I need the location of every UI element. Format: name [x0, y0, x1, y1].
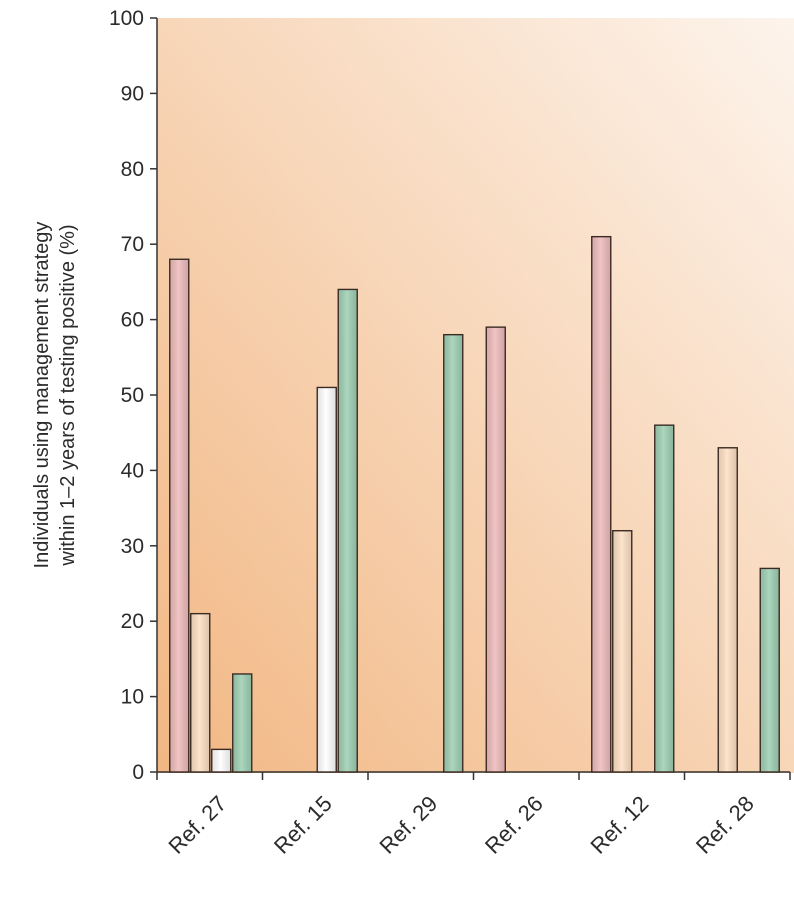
- x-tick-label: Ref. 15: [269, 791, 337, 859]
- x-tick-label: Ref. 26: [480, 791, 548, 859]
- bar-shading: [613, 531, 632, 772]
- bar-shading: [592, 237, 611, 772]
- plot-background: [157, 18, 794, 773]
- y-tick-label: 0: [132, 761, 144, 784]
- bar-shading: [191, 614, 210, 772]
- y-tick-label: 40: [121, 459, 144, 482]
- x-axis: [156, 771, 791, 780]
- y-axis: 0 10 20 30 40 50 60 70 80 90 100: [109, 7, 158, 784]
- bar-shading: [486, 327, 505, 772]
- x-tick-label: Ref. 27: [163, 791, 231, 859]
- y-axis-title-line: Individuals using management strategy: [31, 222, 53, 569]
- x-tick-label: Ref. 12: [585, 791, 653, 859]
- bar-shading: [233, 674, 252, 772]
- x-tick-labels: Ref. 27 Ref. 15 Ref. 29 Ref. 26 Ref. 12 Ref. …: [163, 791, 758, 859]
- bar-shading: [444, 335, 463, 772]
- y-axis-title-line: within 1–2 years of testing positive (%): [57, 224, 79, 566]
- y-tick-label: 80: [121, 158, 144, 181]
- y-tick-label: 60: [121, 309, 144, 332]
- x-tick-label: Ref. 28: [691, 791, 759, 859]
- y-tick-label: 90: [121, 82, 144, 105]
- bar-shading: [338, 290, 357, 772]
- y-tick-label: 20: [121, 610, 144, 633]
- bar-shading: [212, 750, 231, 772]
- bar-shading: [170, 259, 189, 772]
- bars: [169, 235, 780, 773]
- y-tick-label: 10: [121, 686, 144, 709]
- bar-shading: [718, 448, 737, 772]
- bar-shading: [760, 569, 779, 772]
- x-tick-label: Ref. 29: [374, 791, 442, 859]
- bar-shading: [655, 425, 674, 772]
- y-tick-label: 100: [109, 7, 144, 30]
- bar-shading: [317, 388, 336, 772]
- y-tick-label: 30: [121, 535, 144, 558]
- y-tick-label: 70: [121, 233, 144, 256]
- y-axis-title: Individuals using management strategy wit…: [31, 222, 79, 569]
- y-tick-label: 50: [121, 384, 144, 407]
